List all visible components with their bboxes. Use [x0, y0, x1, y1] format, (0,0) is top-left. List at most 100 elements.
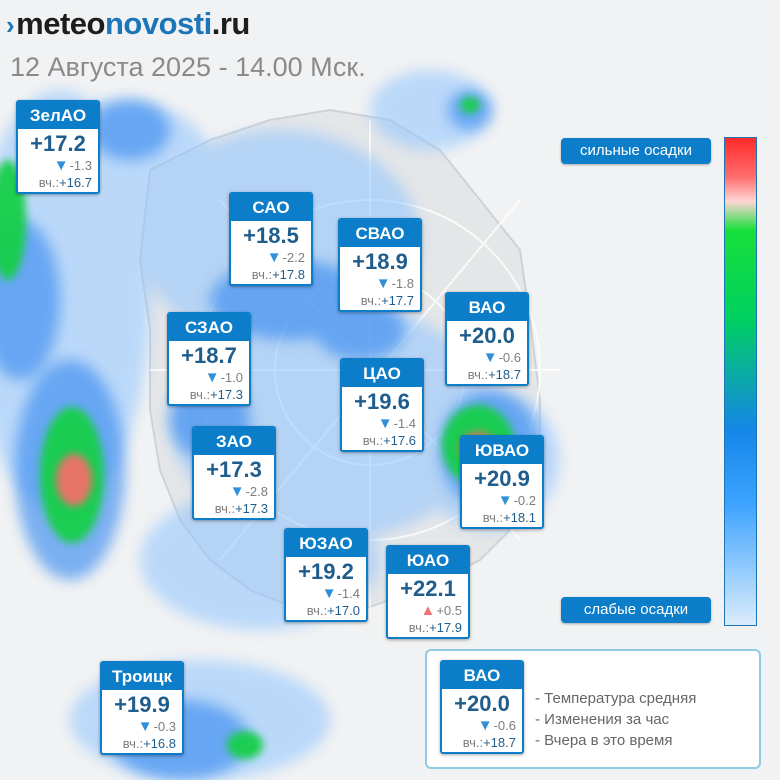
yesterday-label: вч.:	[462, 735, 484, 750]
district-change: ▼-2.8	[230, 484, 268, 500]
yesterday-label: вч.:	[360, 293, 382, 308]
yesterday-label: вч.:	[306, 603, 328, 618]
arrow-down-icon: ▼	[229, 483, 245, 500]
district-card-yuzao: ЮЗАО +19.2 ▼-1.4 вч.:+17.0	[284, 528, 368, 622]
arrow-down-icon: ▼	[266, 249, 282, 266]
yesterday-value: +16.8	[143, 736, 176, 751]
yesterday-value: +17.3	[210, 387, 243, 402]
district-yesterday: вч.:+18.7	[468, 367, 521, 383]
arrow-down-icon: ▼	[321, 585, 337, 602]
change-value: -2.8	[245, 484, 268, 499]
district-card-troitsk: Троицк +19.9 ▼-0.3 вч.:+16.8	[100, 661, 184, 755]
district-card-zao: ЗАО +17.3 ▼-2.8 вч.:+17.3	[192, 426, 276, 520]
district-yesterday: вч.:+17.9	[409, 620, 462, 636]
district-yesterday: вч.:+17.3	[215, 501, 268, 517]
district-temp: +20.9	[474, 466, 530, 491]
arrow-up-icon: ▲	[420, 602, 436, 619]
change-value: -1.0	[220, 370, 243, 385]
district-change: ▼-1.0	[205, 370, 243, 386]
district-name: СЗАО	[169, 314, 249, 341]
district-yesterday: вч.:+17.6	[363, 433, 416, 449]
yesterday-label: вч.:	[467, 367, 489, 382]
legend-item-yesterday: - Вчера в это время	[535, 732, 673, 749]
brand-part-3: .ru	[211, 6, 251, 41]
district-temp: +19.2	[298, 559, 354, 584]
district-temp: +18.7	[181, 343, 237, 368]
district-name: ЦАО	[342, 360, 422, 387]
brand-chevron-icon: ›	[6, 10, 15, 40]
district-temp: +17.3	[206, 457, 262, 482]
yesterday-value: +18.7	[488, 367, 521, 382]
district-yesterday: вч.:+18.7	[463, 735, 516, 751]
yesterday-label: вч.:	[482, 510, 504, 525]
yesterday-value: +17.3	[235, 501, 268, 516]
district-change: ▼-0.6	[478, 718, 516, 734]
arrow-down-icon: ▼	[53, 157, 69, 174]
change-value: -0.6	[493, 718, 516, 733]
page-subtitle: 12 Августа 2025 - 14.00 Мск.	[10, 52, 366, 82]
change-value: -1.3	[69, 158, 92, 173]
brand-part-1: meteo	[16, 6, 105, 41]
district-name: ВАО	[447, 294, 527, 321]
yesterday-value: +17.9	[429, 620, 462, 635]
district-card-sao: САО +18.5 ▼-2.2 вч.:+17.8	[229, 192, 313, 286]
change-value: -2.2	[282, 250, 305, 265]
district-name: ЗелАО	[18, 102, 98, 129]
district-yesterday: вч.:+16.7	[39, 175, 92, 191]
yesterday-label: вч.:	[189, 387, 211, 402]
district-change: ▼-0.2	[498, 493, 536, 509]
district-temp: +19.6	[354, 389, 410, 414]
district-change: ▼-0.6	[483, 350, 521, 366]
district-change: ▼-2.2	[267, 250, 305, 266]
yesterday-value: +18.7	[483, 735, 516, 750]
change-value: -0.3	[153, 719, 176, 734]
district-temp: +18.5	[243, 223, 299, 248]
yesterday-value: +17.0	[327, 603, 360, 618]
district-name: САО	[231, 194, 311, 221]
arrow-down-icon: ▼	[477, 717, 493, 734]
district-name: ЮЗАО	[286, 530, 366, 557]
change-value: -1.4	[337, 586, 360, 601]
brand-part-2: novosti	[104, 6, 212, 41]
yesterday-label: вч.:	[362, 433, 384, 448]
district-temp: +19.9	[114, 692, 170, 717]
district-card-zelao: ЗелАО +17.2 ▼-1.3 вч.:+16.7	[16, 100, 100, 194]
district-change: ▼-0.3	[138, 719, 176, 735]
district-card-yuao: ЮАО +22.1 ▲+0.5 вч.:+17.9	[386, 545, 470, 639]
yesterday-label: вч.:	[408, 620, 430, 635]
site-logo[interactable]: ›meteonovosti.ru	[6, 6, 250, 43]
district-name: ЗАО	[194, 428, 274, 455]
yesterday-value: +17.6	[383, 433, 416, 448]
district-change: ▼-1.3	[54, 158, 92, 174]
district-yesterday: вч.:+18.1	[483, 510, 536, 526]
yesterday-value: +18.1	[503, 510, 536, 525]
district-name: Троицк	[102, 663, 182, 690]
yesterday-value: +17.7	[381, 293, 414, 308]
district-yesterday: вч.:+16.8	[123, 736, 176, 752]
district-temp: +18.9	[352, 249, 408, 274]
district-card-szao: СЗАО +18.7 ▼-1.0 вч.:+17.3	[167, 312, 251, 406]
district-change: ▼-1.4	[322, 586, 360, 602]
district-yesterday: вч.:+17.3	[190, 387, 243, 403]
district-temp: +20.0	[454, 691, 510, 716]
precipitation-scale-bar	[724, 137, 757, 626]
yesterday-label: вч.:	[251, 267, 273, 282]
district-change: ▼-1.4	[378, 416, 416, 432]
district-yesterday: вч.:+17.0	[307, 603, 360, 619]
yesterday-label: вч.:	[38, 175, 60, 190]
district-name: ВАО	[442, 662, 522, 689]
district-change: ▼-1.8	[376, 276, 414, 292]
district-temp: +20.0	[459, 323, 515, 348]
district-card-cao: ЦАО +19.6 ▼-1.4 вч.:+17.6	[340, 358, 424, 452]
yesterday-label: вч.:	[214, 501, 236, 516]
district-temp: +22.1	[400, 576, 456, 601]
arrow-down-icon: ▼	[375, 275, 391, 292]
change-value: -1.4	[393, 416, 416, 431]
arrow-down-icon: ▼	[497, 492, 513, 509]
district-name: СВАО	[340, 220, 420, 247]
district-yesterday: вч.:+17.7	[361, 293, 414, 309]
arrow-down-icon: ▼	[137, 718, 153, 735]
district-change: ▲+0.5	[420, 603, 462, 619]
arrow-down-icon: ▼	[377, 415, 393, 432]
legend-item-temp: - Температура средняя	[535, 690, 697, 707]
